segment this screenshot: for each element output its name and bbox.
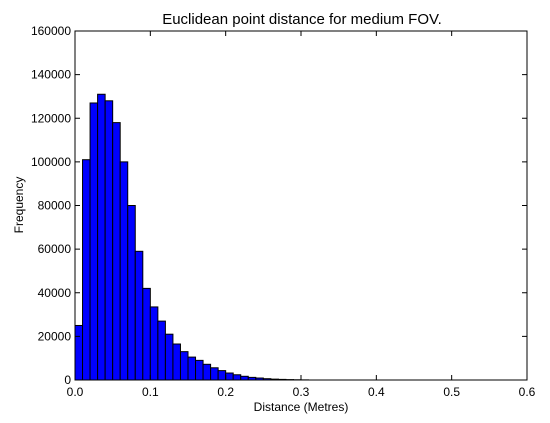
- x-tick-label: 0.6: [519, 385, 536, 399]
- histogram-bar: [225, 372, 234, 381]
- y-tick-label: 60000: [38, 242, 72, 256]
- histogram-bar: [179, 351, 189, 381]
- y-tick-label: 120000: [31, 111, 71, 125]
- y-axis-ticks: 0 20000 40000 60000 80000 100000 120000 140000 1…: [31, 24, 527, 387]
- x-tick-label: 0.5: [443, 385, 460, 399]
- y-tick-label: 40000: [38, 286, 72, 300]
- histogram-bar: [157, 320, 166, 381]
- x-tick-label: 0.0: [67, 385, 84, 399]
- histogram-bar: [104, 100, 114, 381]
- x-axis-ticks: 0.0 0.1 0.2 0.3 0.4 0.5 0.6: [67, 31, 536, 399]
- y-tick-label: 140000: [31, 68, 71, 82]
- histogram-bars: [74, 93, 310, 381]
- histogram-bar: [172, 343, 181, 381]
- histogram-bar: [97, 93, 106, 381]
- x-axis-label: Distance (Metres): [254, 400, 349, 414]
- histogram-bar: [127, 205, 136, 381]
- y-tick-label: 100000: [31, 155, 71, 169]
- histogram-bar: [142, 287, 151, 381]
- y-tick-label: 80000: [38, 199, 72, 213]
- y-tick-label: 160000: [31, 24, 71, 38]
- x-tick-label: 0.1: [142, 385, 159, 399]
- histogram-bar: [240, 375, 249, 381]
- y-axis-label: Frequency: [12, 177, 26, 234]
- x-tick-label: 0.2: [217, 385, 234, 399]
- y-tick-label: 0: [64, 373, 71, 387]
- histogram-bar: [210, 367, 219, 381]
- histogram-bar: [195, 359, 204, 381]
- histogram-bar: [149, 306, 159, 381]
- histogram-bar: [202, 363, 212, 381]
- y-tick-label: 20000: [38, 329, 72, 343]
- histogram-bar: [217, 370, 227, 381]
- histogram-bar: [232, 374, 242, 381]
- histogram-bar: [82, 159, 91, 381]
- histogram-bar: [164, 333, 174, 381]
- histogram-bar: [74, 324, 84, 381]
- histogram-bar: [89, 102, 99, 381]
- x-tick-label: 0.3: [293, 385, 310, 399]
- histogram-bar: [134, 250, 144, 381]
- histogram-bar: [119, 161, 129, 381]
- x-tick-label: 0.4: [368, 385, 385, 399]
- chart-title: Euclidean point distance for medium FOV.: [162, 11, 442, 28]
- histogram-bar: [112, 122, 121, 381]
- histogram-bar: [187, 356, 197, 381]
